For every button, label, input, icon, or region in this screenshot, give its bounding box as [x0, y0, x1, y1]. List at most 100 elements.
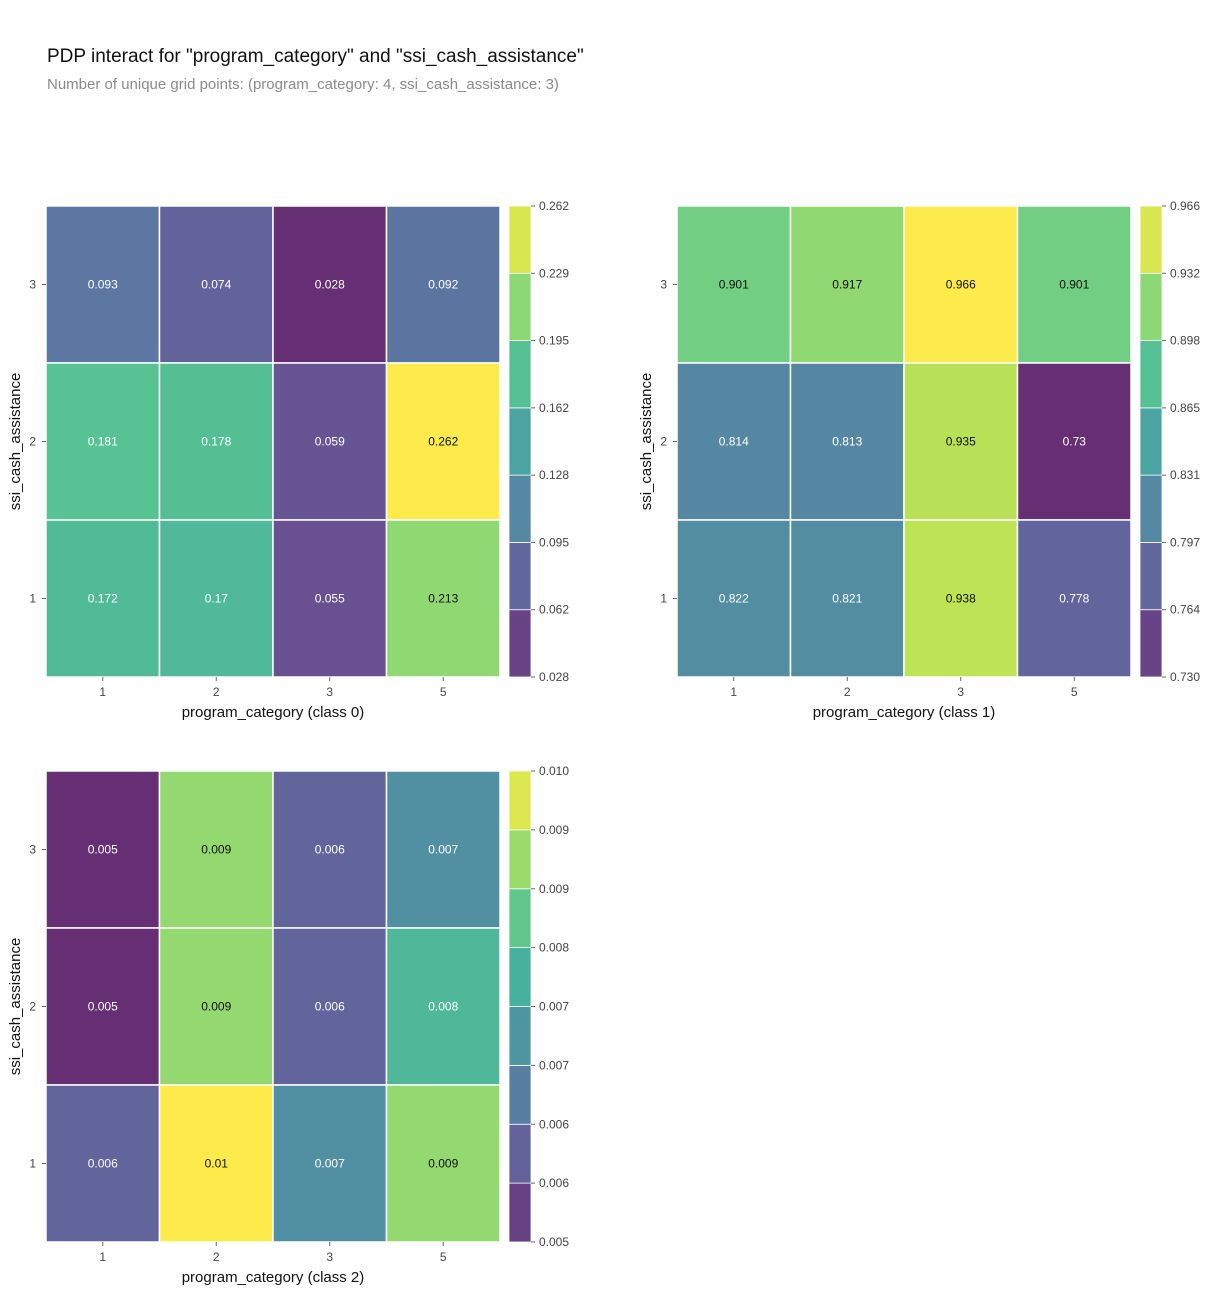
cell-value-label: 0.821 [832, 592, 862, 606]
heatmap-cell [158, 519, 274, 678]
heatmap-cell [158, 1084, 274, 1243]
colorbar-tick-label: 0.966 [1170, 199, 1200, 213]
y-tick-label: 3 [29, 843, 36, 857]
cell-value-label: 0.007 [315, 1157, 345, 1171]
y-tick-label: 2 [660, 435, 667, 449]
y-tick-label: 1 [29, 1157, 36, 1171]
heatmap-cell [903, 362, 1019, 521]
colorbar-tick-label: 0.797 [1170, 535, 1200, 549]
colorbar-tick-label: 0.008 [539, 941, 569, 955]
x-tick-label: 5 [440, 1250, 447, 1264]
y-tick-label: 1 [660, 592, 667, 606]
heatmap-cell [272, 519, 388, 678]
cell-value-label: 0.005 [88, 843, 118, 857]
y-tick-label: 2 [29, 1000, 36, 1014]
heatmap-cell [789, 205, 905, 364]
x-axis-label: program_category (class 0) [182, 704, 365, 721]
cell-value-label: 0.01 [205, 1157, 229, 1171]
colorbar-segment [508, 1064, 532, 1125]
colorbar-tick-label: 0.009 [539, 823, 569, 837]
cell-value-label: 0.028 [315, 278, 345, 292]
cell-value-label: 0.093 [88, 278, 118, 292]
heatmap-cell [158, 770, 274, 929]
colorbar-tick-label: 0.028 [539, 670, 569, 684]
colorbar-segment [508, 205, 532, 274]
heatmap-cell [903, 519, 1019, 678]
colorbar-segment [508, 1123, 532, 1184]
cell-value-label: 0.17 [205, 592, 229, 606]
y-tick-label: 3 [660, 278, 667, 292]
heatmap-cell [45, 362, 161, 521]
colorbar-segment [508, 542, 532, 611]
cell-value-label: 0.172 [88, 592, 118, 606]
colorbar-segment [508, 407, 532, 476]
cell-value-label: 0.181 [88, 435, 118, 449]
cell-value-label: 0.966 [946, 278, 976, 292]
x-tick-label: 1 [730, 685, 737, 699]
cell-value-label: 0.814 [719, 435, 749, 449]
heatmap-cell [385, 927, 501, 1086]
cell-value-label: 0.074 [201, 278, 231, 292]
cell-value-label: 0.813 [832, 435, 862, 449]
cell-value-label: 0.006 [315, 843, 345, 857]
colorbar-segment [508, 888, 532, 949]
colorbar-tick-label: 0.009 [539, 882, 569, 896]
colorbar-segment [1139, 272, 1163, 341]
colorbar-tick-label: 0.010 [539, 764, 569, 778]
cell-value-label: 0.778 [1059, 592, 1089, 606]
colorbar-segment [1139, 542, 1163, 611]
cell-value-label: 0.822 [719, 592, 749, 606]
heatmap-panel-class-0: 0.093 0.074 0.028 0.092 0.181 0.178 0.059 0.262… [7, 199, 569, 721]
colorbar-tick-label: 0.006 [539, 1176, 569, 1190]
colorbar-segment [1139, 205, 1163, 274]
cell-value-label: 0.092 [428, 278, 458, 292]
colorbar-segment [1139, 340, 1163, 409]
y-axis-label: ssi_cash_assistance [638, 373, 655, 511]
heatmap-cell [789, 362, 905, 521]
colorbar-tick-label: 0.162 [539, 401, 569, 415]
cell-value-label: 0.055 [315, 592, 345, 606]
x-tick-label: 1 [99, 685, 106, 699]
colorbar-tick-label: 0.229 [539, 266, 569, 280]
heatmap-cell [385, 1084, 501, 1243]
x-tick-label: 1 [99, 1250, 106, 1264]
colorbar-tick-label: 0.007 [539, 1000, 569, 1014]
cell-value-label: 0.901 [719, 278, 749, 292]
cell-value-label: 0.935 [946, 435, 976, 449]
colorbar-tick-label: 0.095 [539, 535, 569, 549]
x-tick-label: 2 [213, 685, 220, 699]
heatmap-cell [272, 1084, 388, 1243]
heatmap-cell [272, 770, 388, 929]
colorbar-tick-label: 0.007 [539, 1058, 569, 1072]
colorbar-tick-label: 0.898 [1170, 334, 1200, 348]
heatmap-cell [385, 770, 501, 929]
cell-value-label: 0.938 [946, 592, 976, 606]
colorbar-segment [508, 770, 532, 831]
cell-value-label: 0.006 [88, 1157, 118, 1171]
x-tick-label: 3 [326, 685, 333, 699]
cell-value-label: 0.213 [428, 592, 458, 606]
cell-value-label: 0.262 [428, 435, 458, 449]
cell-value-label: 0.008 [428, 1000, 458, 1014]
x-tick-label: 5 [1071, 685, 1078, 699]
cell-value-label: 0.009 [201, 1000, 231, 1014]
cell-value-label: 0.009 [428, 1157, 458, 1171]
x-axis-label: program_category (class 2) [182, 1269, 365, 1286]
colorbar-tick-label: 0.062 [539, 603, 569, 617]
heatmap-cell [789, 519, 905, 678]
colorbar-tick-label: 0.128 [539, 468, 569, 482]
y-tick-label: 3 [29, 278, 36, 292]
cell-value-label: 0.007 [428, 843, 458, 857]
y-axis-label: ssi_cash_assistance [7, 938, 24, 1076]
heatmap-cell [272, 205, 388, 364]
cell-value-label: 0.005 [88, 1000, 118, 1014]
colorbar-tick-label: 0.831 [1170, 468, 1200, 482]
x-tick-label: 3 [957, 685, 964, 699]
cell-value-label: 0.006 [315, 1000, 345, 1014]
heatmap-cell [45, 519, 161, 678]
heatmap-cell [1016, 519, 1132, 678]
heatmap-cell [385, 519, 501, 678]
heatmap-cell [158, 362, 274, 521]
